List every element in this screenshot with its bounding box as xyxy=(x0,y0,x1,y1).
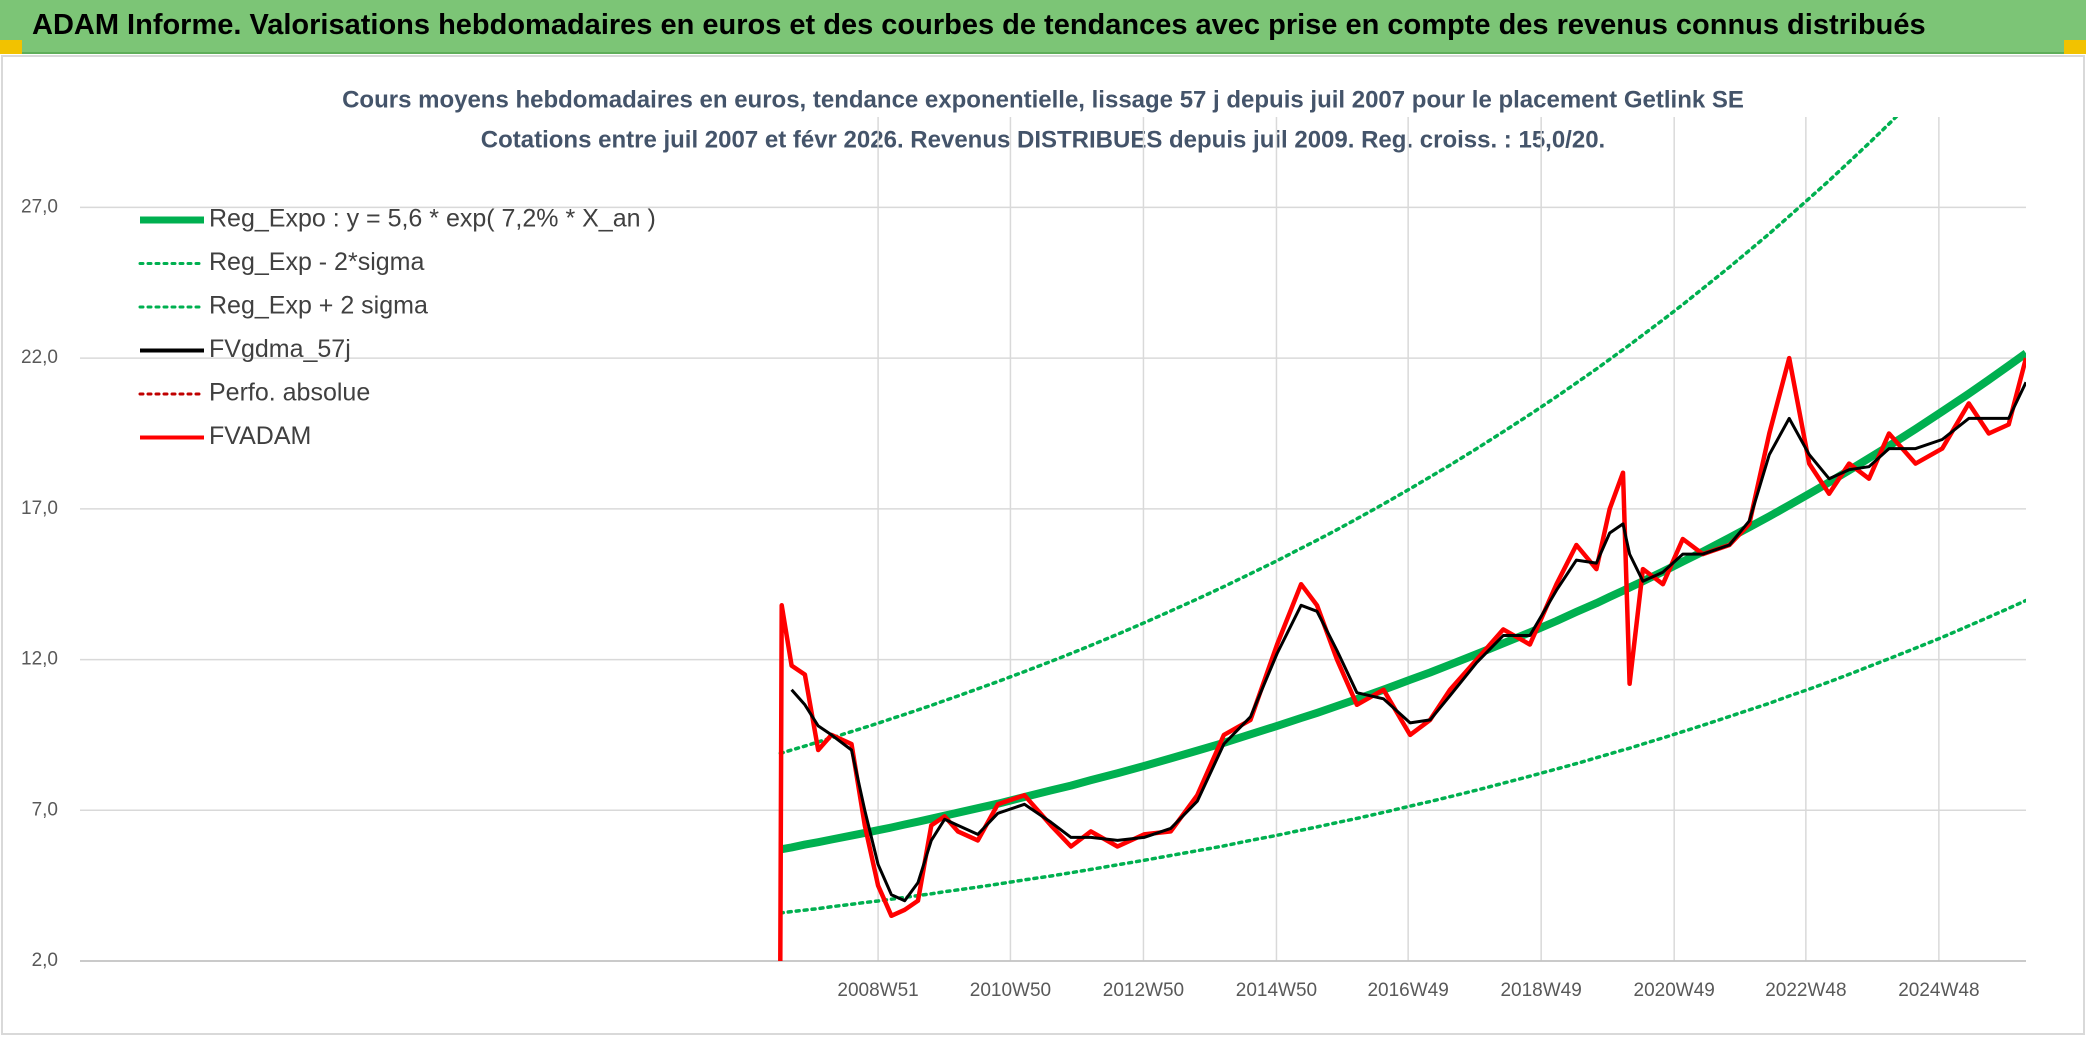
y-tick-label: 12,0 xyxy=(21,649,58,670)
x-tick-label: 2020W49 xyxy=(1634,980,1715,1001)
legend-label: Reg_Exp + 2 sigma xyxy=(209,292,428,320)
x-tick-label: 2016W49 xyxy=(1367,980,1448,1001)
y-tick-label: 2,0 xyxy=(32,950,58,971)
x-tick-label: 2022W48 xyxy=(1765,980,1846,1001)
x-tick-label: 2012W50 xyxy=(1103,980,1184,1001)
x-tick-label: 2010W50 xyxy=(970,980,1051,1001)
chart-frame xyxy=(1,55,2085,1035)
banner: ADAM Informe. Valorisations hebdomadaire… xyxy=(0,0,2086,54)
series-line xyxy=(778,117,1899,756)
y-tick-label: 22,0 xyxy=(21,347,58,368)
y-tick-label: 7,0 xyxy=(32,799,58,820)
legend-label: FVADAM xyxy=(209,422,311,450)
chart-title: Cours moyens hebdomadaires en euros, ten… xyxy=(342,86,1744,113)
y-tick-label: 17,0 xyxy=(21,498,58,519)
legend-label: FVgdma_57j xyxy=(209,335,351,363)
x-tick-label: 2014W50 xyxy=(1236,980,1317,1001)
corner-mark xyxy=(0,40,22,54)
chart: Cours moyens hebdomadaires en euros, ten… xyxy=(1,55,2085,1035)
plot-area xyxy=(777,117,2026,961)
x-tick-label: 2018W49 xyxy=(1500,980,1581,1001)
x-tick-label: 2008W51 xyxy=(837,980,918,1001)
banner-title: ADAM Informe. Valorisations hebdomadaire… xyxy=(32,9,1926,41)
series-line xyxy=(790,381,2026,903)
legend-label: Reg_Exp - 2*sigma xyxy=(209,248,424,276)
chart-subtitle: Cotations entre juil 2007 et févr 2026. … xyxy=(481,126,1605,153)
corner-mark xyxy=(2064,40,2086,54)
legend-label: Reg_Expo : y = 5,6 * exp( 7,2% * X_an ) xyxy=(209,205,656,233)
x-tick-label: 2024W48 xyxy=(1898,980,1979,1001)
legend-label: Perfo. absolue xyxy=(209,379,370,407)
y-tick-label: 27,0 xyxy=(21,196,58,217)
series-line xyxy=(778,598,2026,915)
